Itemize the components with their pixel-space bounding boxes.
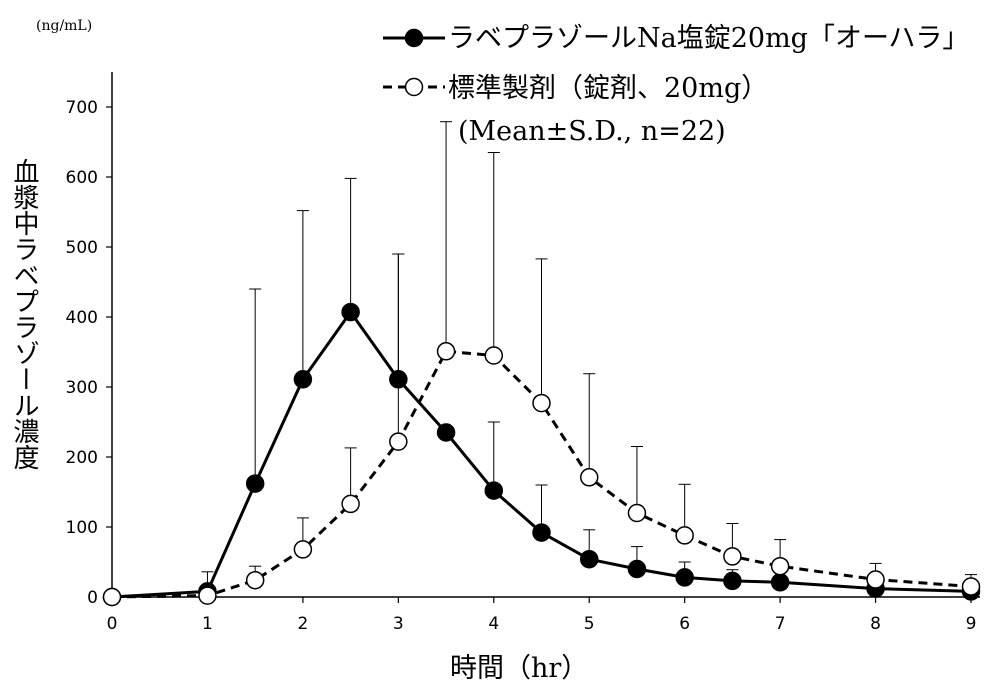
x-axis-title: 時間（hr） (450, 653, 589, 684)
y-tick-label: 300 (66, 378, 98, 398)
data-point-reference (102, 587, 122, 607)
data-point-test (627, 559, 647, 579)
y-tick-label: 0 (87, 588, 98, 608)
data-point-reference (579, 468, 599, 487)
data-point-reference (866, 570, 885, 589)
data-point-test (770, 573, 790, 592)
data-point-reference (532, 393, 551, 413)
data-point-test (675, 568, 694, 587)
y-tick-label: 600 (66, 168, 98, 188)
x-tick-label: 6 (679, 614, 690, 634)
y-tick-label: 500 (66, 238, 98, 258)
data-point-test (293, 370, 313, 389)
y-tick-label: 100 (66, 518, 98, 538)
series-markers (102, 302, 981, 607)
y-tick-label: 200 (66, 448, 98, 468)
series-line-reference (111, 349, 972, 599)
data-point-test (245, 474, 265, 493)
y-unit-label: (ng/mL) (36, 18, 93, 34)
data-point-test (579, 549, 599, 569)
data-point-test (484, 481, 504, 500)
y-tick-label: 700 (66, 98, 98, 118)
legend-marker-open (404, 77, 424, 97)
series-lines (111, 310, 972, 599)
data-point-reference (341, 494, 360, 514)
series-line-test (111, 310, 972, 599)
x-tick-label: 5 (584, 614, 595, 634)
x-tick-label: 1 (202, 614, 213, 634)
data-point-test (341, 302, 360, 322)
x-tick-label: 9 (966, 614, 977, 634)
legend-marker-filled (404, 28, 424, 48)
data-point-reference (198, 586, 217, 605)
data-point-test (532, 523, 551, 542)
data-point-reference (436, 342, 456, 361)
data-point-reference (961, 577, 981, 596)
x-tick-label: 4 (488, 614, 499, 634)
data-point-test (389, 370, 408, 389)
data-point-reference (245, 570, 265, 590)
stats-note: (Mean±S.D., n=22) (458, 116, 726, 147)
legend-label-test: ラベプラゾールNa塩錠20mg「オーハラ」 (448, 23, 970, 54)
y-axis-title: 血漿中ラベプラゾール濃度 (9, 158, 39, 470)
x-tick-label: 3 (393, 614, 404, 634)
data-point-reference (627, 503, 647, 523)
data-point-test (436, 423, 456, 442)
data-point-test (723, 571, 742, 591)
y-tick-label: 400 (66, 308, 98, 328)
data-point-reference (770, 556, 790, 576)
x-tick-label: 8 (870, 614, 881, 634)
data-point-reference (389, 432, 408, 451)
data-point-reference (675, 526, 694, 545)
data-point-reference (484, 346, 504, 365)
legend (383, 28, 445, 97)
x-tick-label: 2 (297, 614, 308, 634)
legend-label-reference: 標準製剤（錠剤、20mg） (448, 73, 769, 104)
x-tick-label: 0 (107, 614, 118, 634)
axes: 0 100 200 300 400 500 600 700 0 1 2 3 4 5 6 7 8 9 (66, 72, 980, 634)
data-point-reference (293, 540, 313, 559)
x-tick-label: 7 (775, 614, 786, 634)
data-point-reference (723, 547, 742, 566)
